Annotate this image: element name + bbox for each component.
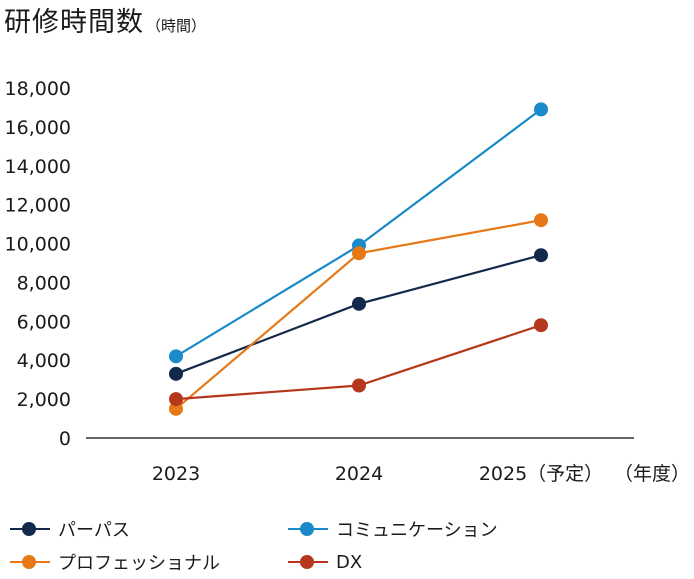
legend-item-communication: コミュニケーション xyxy=(288,515,498,543)
y-tick-label: 12,000 xyxy=(5,195,71,217)
legend-label-dx: DX xyxy=(336,552,362,573)
legend-label-purpose: パーパス xyxy=(58,516,130,542)
data-point-series-3 xyxy=(169,392,183,406)
legend-item-professional: プロフェッショナル xyxy=(10,548,220,576)
data-point-series-0 xyxy=(352,297,366,311)
data-point-series-0 xyxy=(169,367,183,381)
series-line-0 xyxy=(176,255,541,374)
data-point-series-2 xyxy=(534,213,548,227)
legend-item-purpose: パーパス xyxy=(10,515,130,543)
x-tick-label: 2025（予定） xyxy=(479,463,603,485)
legend-key-professional xyxy=(10,552,54,572)
legend-label-communication: コミュニケーション xyxy=(336,516,498,542)
x-axis-ticks: 2023 2024 2025（予定） xyxy=(152,463,603,485)
y-tick-label: 6,000 xyxy=(17,311,71,333)
y-tick-label: 0 xyxy=(59,428,71,450)
y-tick-label: 18,000 xyxy=(5,78,71,100)
legend-item-dx: DX xyxy=(288,548,362,576)
data-point-series-0 xyxy=(534,248,548,262)
data-point-series-3 xyxy=(534,318,548,332)
line-chart: 0 2,000 4,000 6,000 8,000 10,000 12,000 14,000 1… xyxy=(0,0,694,505)
x-axis-unit-label: （年度） xyxy=(614,463,690,485)
legend: パーパス コミュニケーション プロフェッショナル DX xyxy=(10,515,690,577)
series-line-1 xyxy=(176,109,541,356)
data-point-series-3 xyxy=(352,379,366,393)
legend-key-dx xyxy=(288,552,332,572)
series-points xyxy=(169,102,548,415)
y-tick-label: 2,000 xyxy=(17,389,71,411)
legend-key-purpose xyxy=(10,519,54,539)
y-tick-label: 10,000 xyxy=(5,234,71,256)
y-tick-label: 8,000 xyxy=(17,272,71,294)
y-axis-ticks: 0 2,000 4,000 6,000 8,000 10,000 12,000 14,000 1… xyxy=(5,78,71,450)
y-tick-label: 4,000 xyxy=(17,350,71,372)
data-point-series-1 xyxy=(169,349,183,363)
legend-label-professional: プロフェッショナル xyxy=(58,549,220,575)
data-point-series-2 xyxy=(352,246,366,260)
x-tick-label: 2023 xyxy=(152,463,200,485)
legend-key-communication xyxy=(288,519,332,539)
y-tick-label: 14,000 xyxy=(5,156,71,178)
data-point-series-1 xyxy=(534,102,548,116)
y-tick-label: 16,000 xyxy=(5,117,71,139)
x-tick-label: 2024 xyxy=(335,463,383,485)
